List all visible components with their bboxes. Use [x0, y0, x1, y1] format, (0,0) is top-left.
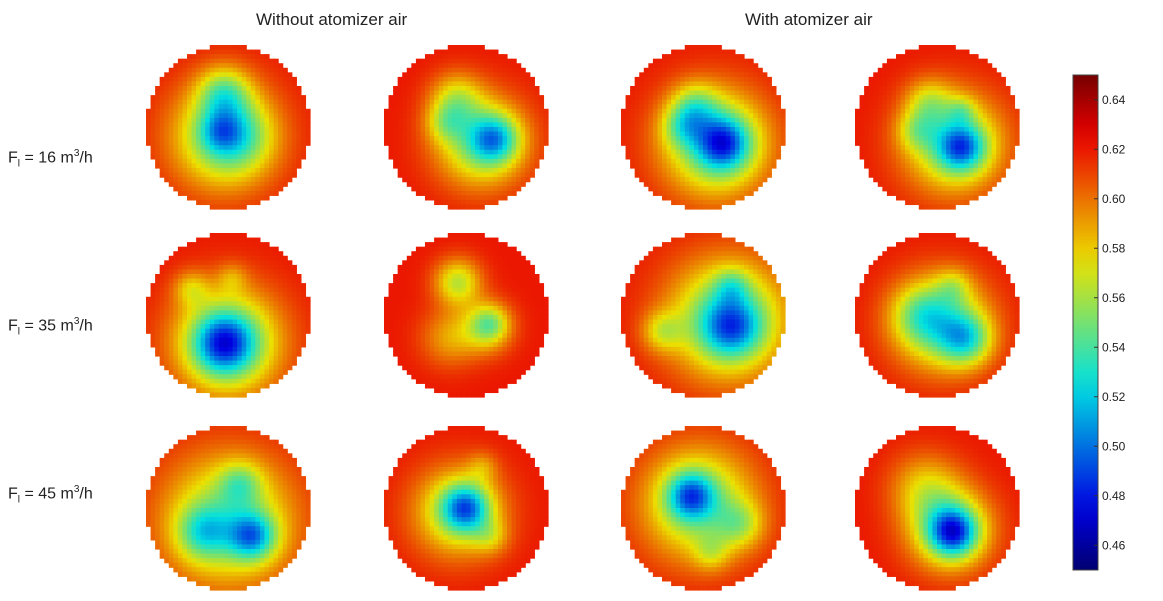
- colorbar-tick-label: 0.48: [1102, 489, 1126, 503]
- heatmap-panel-r1-c4: [855, 45, 1020, 210]
- colorbar-tick-label: 0.64: [1102, 93, 1126, 107]
- heatmap-panel-r3-c4: [855, 426, 1020, 591]
- colorbar-tick-label: 0.50: [1102, 439, 1126, 453]
- heatmap-panel-r1-c1: [146, 45, 311, 210]
- heatmap-panel-r3-c2: [384, 426, 549, 591]
- colorbar-tick-label: 0.52: [1102, 390, 1126, 404]
- column-header-with-air: With atomizer air: [745, 10, 873, 29]
- row-label-45: Fl = 45 m3/h: [8, 484, 93, 506]
- colorbar-tick-label: 0.54: [1102, 340, 1126, 354]
- heatmap-panel-r1-c2: [384, 45, 549, 210]
- colorbar-tick-label: 0.46: [1102, 538, 1126, 552]
- heatmap-panel-r2-c3: [621, 233, 786, 398]
- heatmap-panel-r2-c4: [855, 233, 1020, 398]
- colorbar-tick-label: 0.60: [1102, 192, 1126, 206]
- colorbar-gradient: [1072, 74, 1099, 571]
- colorbar-tick-label: 0.56: [1102, 291, 1126, 305]
- colorbar-tick-label: 0.58: [1102, 241, 1126, 255]
- colorbar: 0.64 0.62 0.60 0.58 0.56 0.54 0.52 0.50 0.48 0.46: [1072, 74, 1126, 571]
- row-label-16: Fl = 16 m3/h: [8, 148, 93, 170]
- heatmap-panel-r2-c1: [146, 233, 311, 398]
- heatmap-panel-r1-c3: [621, 45, 786, 210]
- heatmap-panel-r2-c2: [384, 233, 549, 398]
- colorbar-tick-label: 0.62: [1102, 142, 1126, 156]
- heatmap-panel-r3-c1: [146, 426, 311, 591]
- row-label-35: Fl = 35 m3/h: [8, 316, 93, 338]
- column-header-without-air: Without atomizer air: [256, 10, 408, 29]
- heatmap-panel-r3-c3: [621, 426, 786, 591]
